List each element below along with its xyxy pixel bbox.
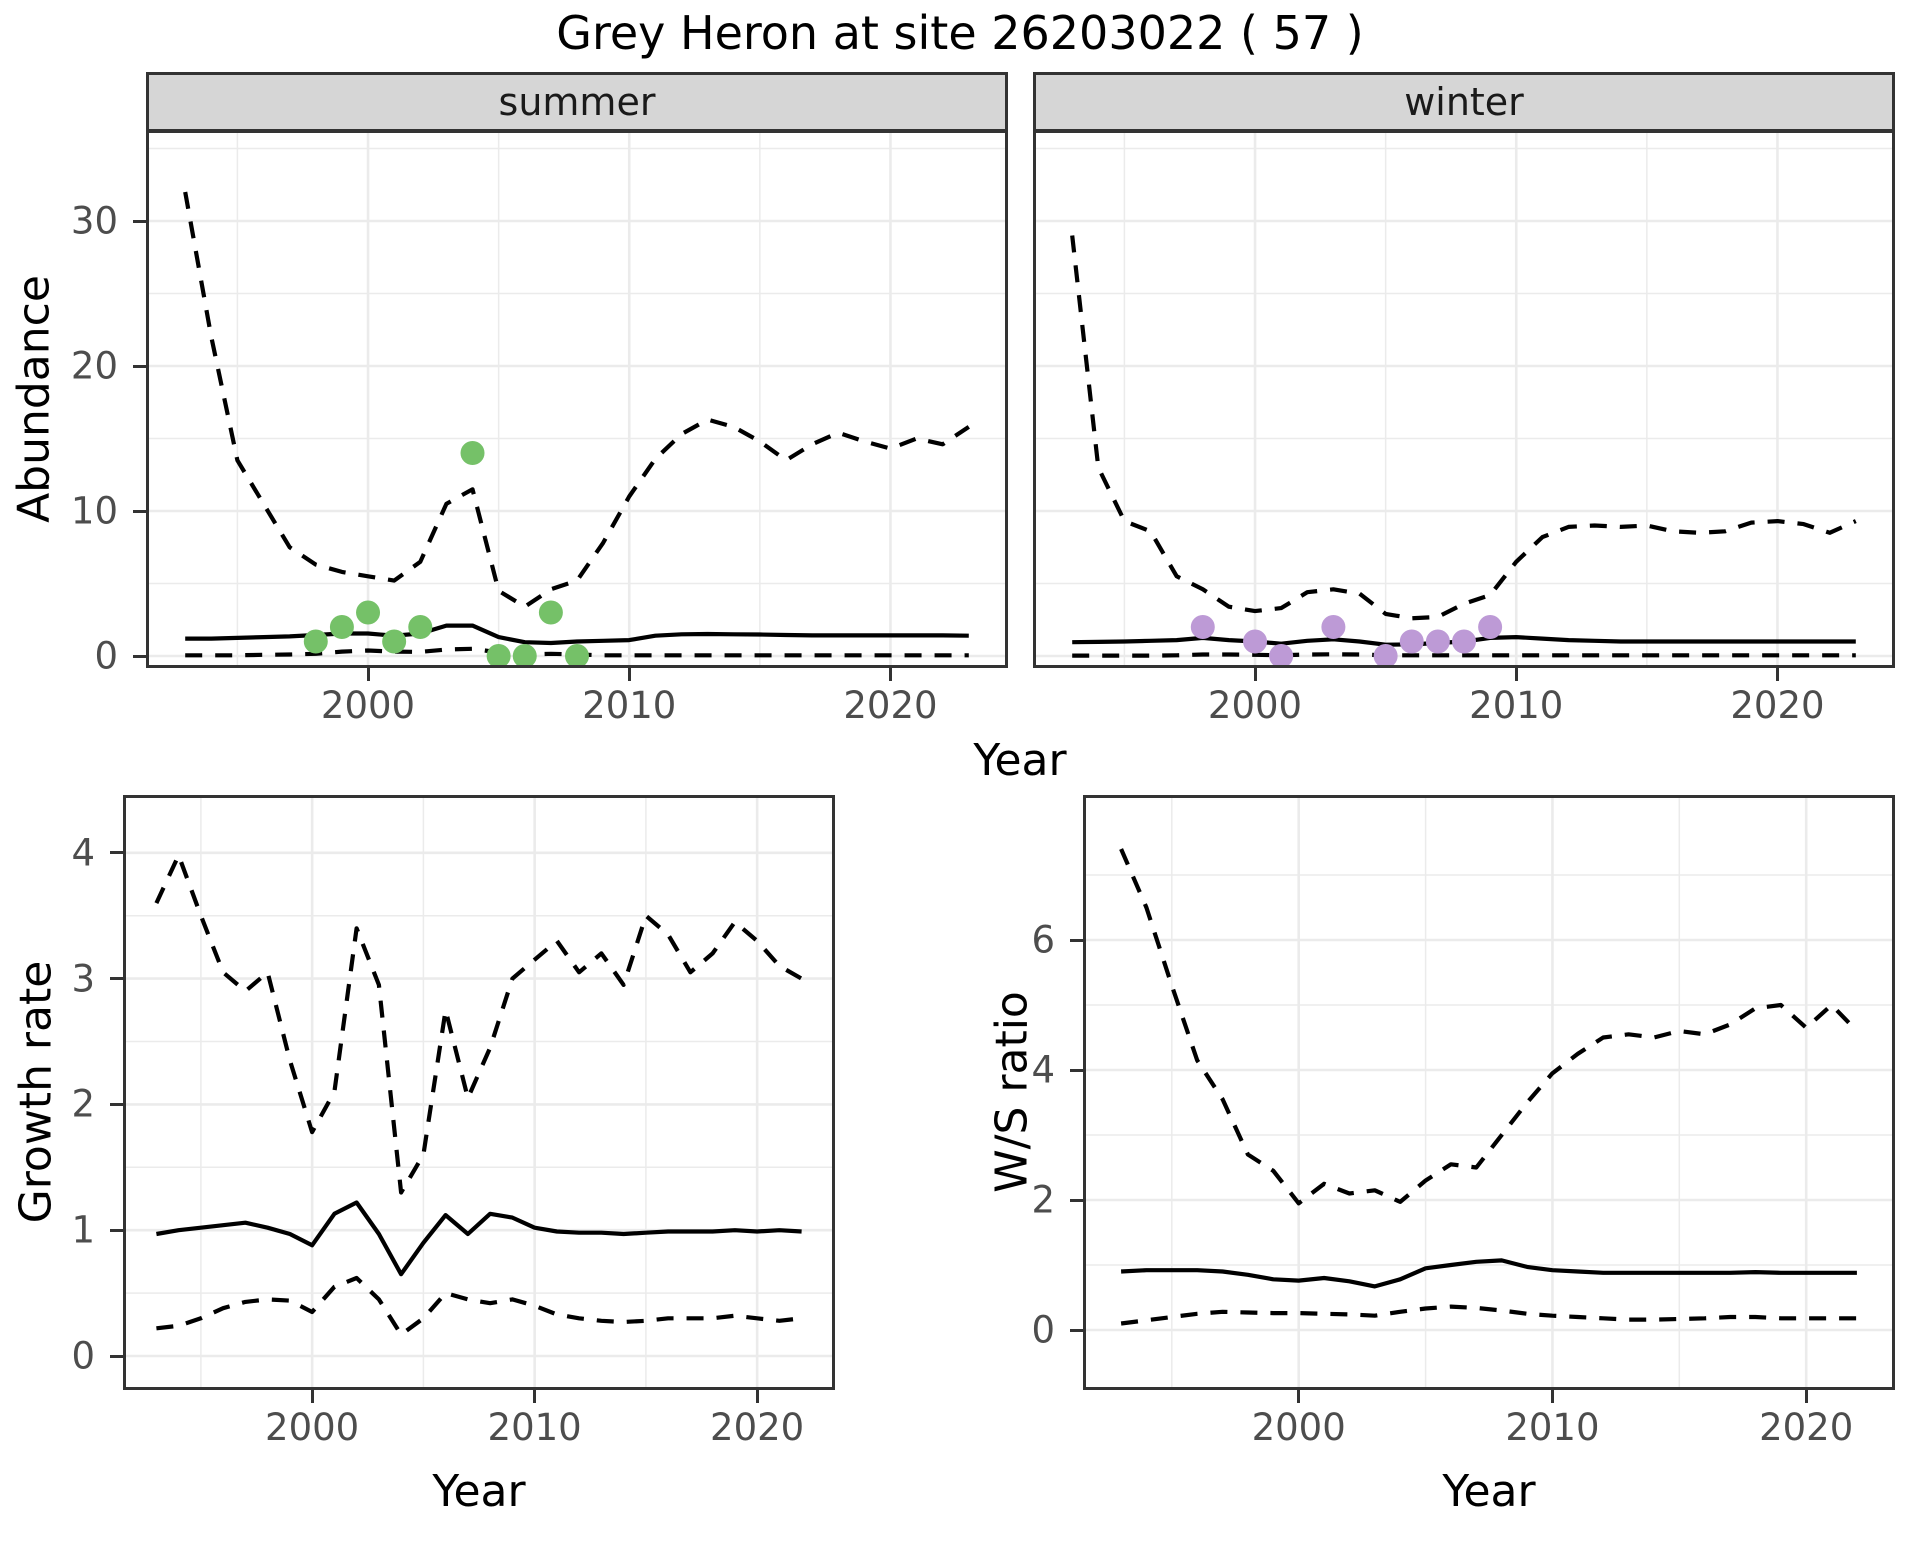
y-tick-mark xyxy=(110,851,123,855)
x-axis-title-year-bottom-right: Year xyxy=(1442,1466,1536,1517)
x-tick-label: 2000 xyxy=(320,684,416,727)
panel-growth-rate xyxy=(123,795,835,1390)
x-tick-mark xyxy=(1514,668,1518,681)
y-tick-label: 20 xyxy=(70,344,118,388)
observation-point xyxy=(1373,644,1398,665)
median-line xyxy=(185,623,969,646)
observation-point xyxy=(356,600,381,625)
x-tick-mark xyxy=(1297,1390,1301,1403)
x-tick-label: 2020 xyxy=(710,1406,805,1449)
x-tick-label: 2010 xyxy=(1469,684,1564,727)
x-tick-label: 2000 xyxy=(1251,1406,1346,1449)
ci-line-lower xyxy=(1072,652,1856,658)
x-axis-title-year-bottom-left: Year xyxy=(432,1466,526,1517)
y-tick-mark xyxy=(110,977,123,981)
observation-point xyxy=(382,629,407,654)
x-tick-mark xyxy=(533,1390,537,1403)
x-tick-label: 2000 xyxy=(1207,684,1303,727)
y-axis-title-abundance: Abundance xyxy=(8,275,60,523)
observation-point xyxy=(512,644,537,665)
x-tick-label: 2020 xyxy=(1759,1406,1854,1449)
x-tick-mark xyxy=(888,668,892,681)
y-tick-label: 3 xyxy=(71,957,95,1001)
x-tick-label: 2020 xyxy=(1730,684,1825,727)
y-tick-mark xyxy=(133,364,146,368)
panel-ws-ratio xyxy=(1083,795,1895,1390)
median-line xyxy=(156,1200,802,1277)
observation-point xyxy=(460,441,485,465)
y-tick-mark xyxy=(1070,938,1083,942)
observation-point xyxy=(1425,629,1450,654)
y-tick-mark xyxy=(110,1102,123,1106)
y-tick-label: 2 xyxy=(71,1082,95,1126)
x-tick-mark xyxy=(755,1390,759,1403)
x-axis-title-year-top: Year xyxy=(973,735,1067,786)
ci-line-upper xyxy=(1119,848,1859,1206)
median-line xyxy=(1120,1258,1857,1289)
x-tick-mark xyxy=(1804,1390,1808,1403)
x-tick-mark xyxy=(627,668,631,681)
y-tick-mark xyxy=(110,1228,123,1232)
y-tick-label: 6 xyxy=(1031,918,1055,962)
ci-line-upper xyxy=(1070,235,1857,621)
facet-strip-winter-label: winter xyxy=(1404,80,1524,124)
y-tick-mark xyxy=(133,654,146,658)
x-tick-mark xyxy=(310,1390,314,1403)
x-tick-mark xyxy=(1253,668,1257,681)
y-tick-mark xyxy=(110,1354,123,1358)
observation-point xyxy=(408,615,433,639)
ci-line-upper xyxy=(154,853,803,1195)
observation-point xyxy=(1321,615,1346,639)
observation-point xyxy=(538,600,563,625)
observation-point xyxy=(1452,629,1476,654)
y-tick-label: 1 xyxy=(71,1208,95,1252)
y-tick-mark xyxy=(1070,1198,1083,1202)
observation-point xyxy=(329,615,354,639)
observation-point xyxy=(303,629,328,654)
y-tick-label: 4 xyxy=(71,831,95,875)
observation-point xyxy=(1190,615,1215,639)
y-tick-mark xyxy=(1070,1328,1083,1332)
y-tick-label: 0 xyxy=(71,1334,95,1378)
ci-line-lower xyxy=(156,1275,802,1337)
observation-point xyxy=(486,644,511,665)
x-tick-label: 2020 xyxy=(843,684,938,727)
ci-line-upper xyxy=(183,191,970,609)
observation-point xyxy=(1269,644,1294,665)
y-tick-mark xyxy=(133,219,146,223)
y-tick-label: 4 xyxy=(1031,1048,1055,1092)
y-tick-mark xyxy=(133,509,146,513)
observation-point xyxy=(565,644,589,665)
x-tick-label: 2010 xyxy=(1505,1406,1600,1449)
ci-line-lower xyxy=(1120,1304,1857,1326)
y-tick-mark xyxy=(1070,1068,1083,1072)
x-tick-label: 2010 xyxy=(582,684,677,727)
observation-point xyxy=(1399,629,1424,654)
y-axis-title-ws-ratio: W/S ratio xyxy=(986,991,1038,1193)
x-tick-mark xyxy=(366,668,370,681)
facet-strip-summer-label: summer xyxy=(498,80,656,124)
observation-point xyxy=(1243,629,1268,654)
facet-strip-winter: winter xyxy=(1033,72,1895,132)
y-tick-label: 2 xyxy=(1031,1178,1055,1222)
facet-strip-summer: summer xyxy=(146,72,1008,132)
x-tick-mark xyxy=(1775,668,1779,681)
y-tick-label: 0 xyxy=(94,634,118,678)
x-tick-label: 2010 xyxy=(487,1406,582,1449)
x-tick-mark xyxy=(1550,1390,1554,1403)
panel-abundance-summer xyxy=(146,130,1008,668)
x-tick-label: 2000 xyxy=(265,1406,360,1449)
y-tick-label: 30 xyxy=(70,199,118,243)
y-tick-label: 10 xyxy=(70,489,118,533)
chart-title: Grey Heron at site 26203022 ( 57 ) xyxy=(556,6,1364,60)
y-tick-label: 0 xyxy=(1031,1308,1055,1352)
panel-abundance-winter xyxy=(1033,130,1895,668)
observation-point xyxy=(1478,615,1503,639)
